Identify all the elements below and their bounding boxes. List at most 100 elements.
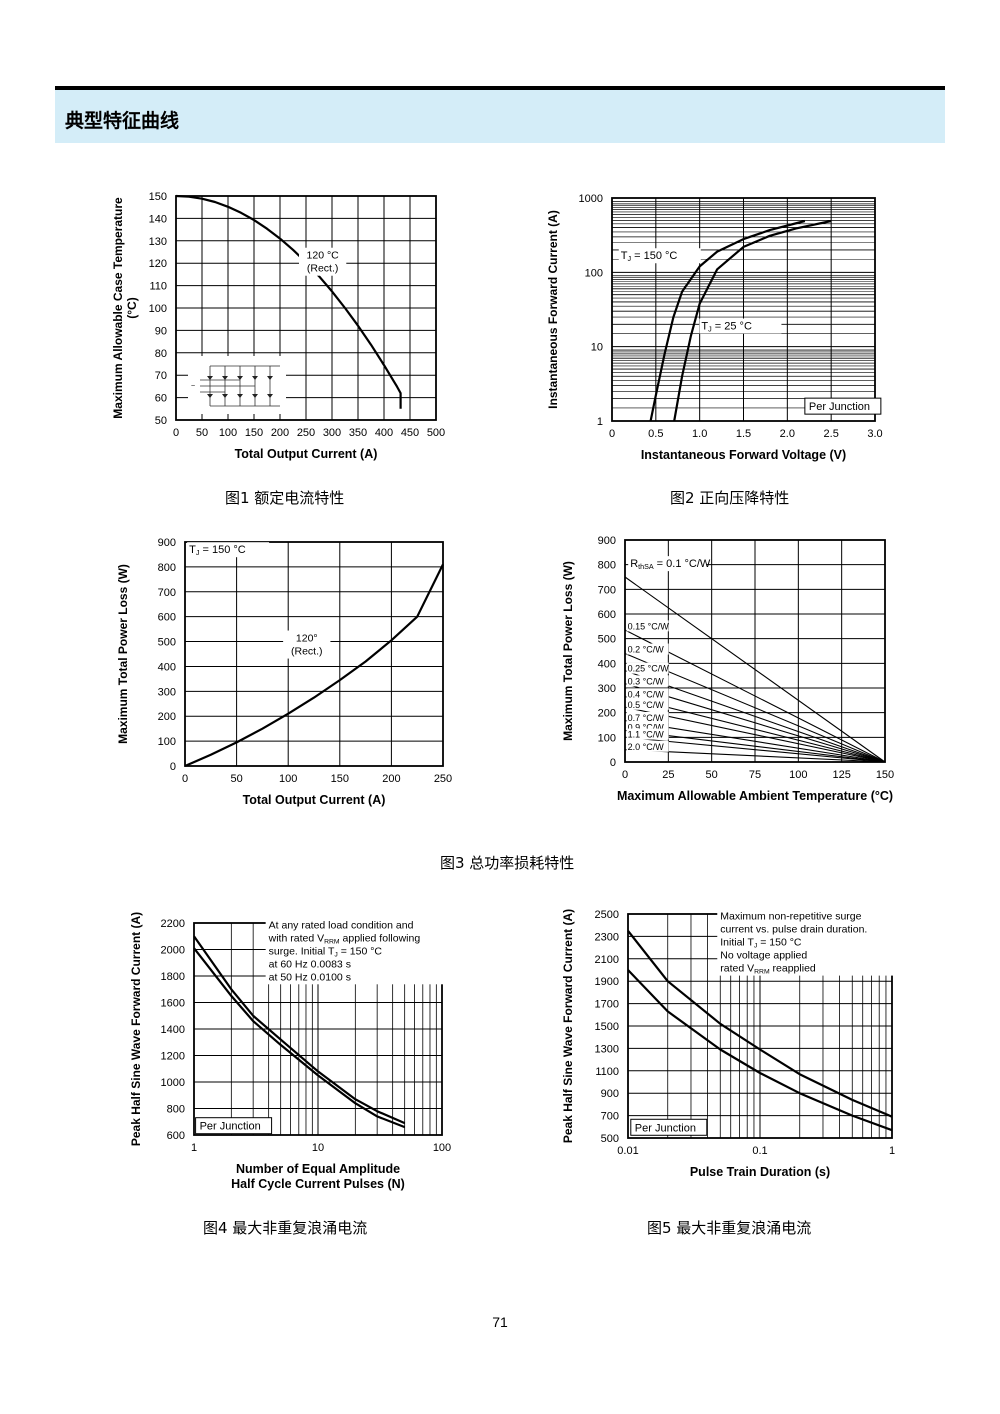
x-tick-label: 400 [375, 427, 393, 439]
x-tick-label: 0 [182, 773, 188, 785]
x-tick-label: 1.0 [692, 428, 707, 440]
series-line-1 [624, 576, 886, 763]
annotation-label: TJ = 150 °C [621, 250, 678, 263]
annotation-bg [717, 908, 918, 976]
y-tick-label: 700 [598, 584, 616, 596]
x-tick-label: 125 [832, 769, 850, 781]
y-tick-label: 100 [598, 732, 616, 744]
section-header: 典型特征曲线 [55, 90, 945, 143]
plot-frame [184, 541, 444, 767]
annotation-line: rated VRRM reapplied [720, 963, 816, 976]
caption-fig4: 图4 最大非重复浪涌电流 [203, 1219, 368, 1237]
x-tick-label: 200 [382, 773, 400, 785]
y-tick-label: 100 [158, 736, 176, 748]
x-tick-label: 500 [427, 427, 445, 439]
x-tick-label: 0.1 [752, 1145, 767, 1157]
y-axis-label: Maximum Total Power Loss (W) [116, 564, 130, 744]
y-tick-label: 800 [167, 1104, 185, 1116]
diode-icon [267, 376, 273, 380]
series-label-bg [626, 721, 669, 733]
annotation-label: RthSA = 0.1 °C/W [630, 558, 711, 571]
caption-fig3: 图3 总功率损耗特性 [440, 854, 575, 872]
y-tick-label: 800 [598, 560, 616, 572]
x-tick-label: 250 [297, 427, 315, 439]
series-label: 0.2 °C/W [628, 645, 665, 655]
annotation-bg [298, 247, 347, 276]
series-line-2 [193, 947, 406, 1129]
x-tick-label: 50 [230, 773, 242, 785]
x-tick-label: 0 [622, 769, 628, 781]
y-tick-label: 1300 [595, 1043, 619, 1055]
caption-fig2: 图2 正向压降特性 [670, 489, 790, 507]
x-tick-label: 50 [196, 427, 208, 439]
y-axis-label: Peak Half Sine Wave Forward Current (A) [129, 912, 143, 1146]
y-tick-label: 80 [155, 348, 167, 360]
series-label: 1.1 °C/W [628, 730, 665, 740]
annotation-label: TJ = 25 °C [701, 321, 752, 334]
y-tick-label: 900 [598, 535, 616, 547]
x-tick-label: 350 [349, 427, 367, 439]
x-axis-label: Half Cycle Current Pulses (N) [231, 1177, 405, 1191]
y-tick-label: 90 [155, 325, 167, 337]
plot-area [611, 197, 876, 422]
x-tick-label: 2.5 [824, 428, 839, 440]
annotation-line: Maximum non-repetitive surge [720, 911, 861, 923]
y-tick-label: 1400 [161, 1024, 185, 1036]
annotation-bg [283, 630, 331, 659]
y-axis-label: (°C) [125, 297, 139, 318]
y-tick-label: 500 [601, 1133, 619, 1145]
series-label: 0.7 °C/W [628, 713, 665, 723]
series-line-1 [184, 563, 444, 768]
series-label-bg [626, 698, 669, 710]
x-tick-label: 100 [433, 1142, 451, 1154]
annotation-line: At any rated load condition and [269, 919, 414, 931]
annotation-line: No voltage applied [720, 950, 807, 962]
y-tick-label: 800 [158, 562, 176, 574]
series-label-bg [626, 620, 669, 632]
section-title: 典型特征曲线 [65, 110, 180, 132]
y-tick-label: 400 [598, 658, 616, 670]
y-tick-label: 50 [155, 415, 167, 427]
y-tick-label: 200 [598, 708, 616, 720]
y-tick-label: 2500 [595, 909, 619, 921]
chart-power-loss-current: 0 50 100 150 200 250 0 100 200 300 400 500 600 700 800… [116, 537, 452, 807]
diode-icon [267, 394, 273, 398]
series-label-bg [626, 662, 669, 674]
annotation-line: with rated VRRM applied following [268, 932, 421, 945]
x-tick-label: 450 [401, 427, 419, 439]
x-tick-label: 100 [789, 769, 807, 781]
annotation-line: Initial TJ = 150 °C [720, 937, 802, 950]
x-tick-label: 1 [191, 1142, 197, 1154]
y-axis-label: Maximum Allowable Case Temperature [111, 197, 125, 419]
y-tick-label: 1900 [595, 976, 619, 988]
series-line-2 [673, 219, 832, 422]
series-line-1 [649, 219, 806, 422]
x-axis-label: Maximum Allowable Ambient Temperature (°… [617, 789, 893, 803]
y-tick-label: 600 [598, 609, 616, 621]
series-label-bg [626, 711, 669, 723]
x-tick-label: 150 [331, 773, 349, 785]
series-line-1 [627, 930, 893, 1118]
y-tick-label: 400 [158, 661, 176, 673]
ac-symbol-icon: ~ [191, 383, 195, 390]
series-label: 2.0 °C/W [628, 742, 665, 752]
annotation-line: at 50 Hz 0.0100 s [269, 971, 351, 983]
y-tick-label: 1 [597, 416, 603, 428]
y-tick-label: 900 [158, 537, 176, 549]
series-label: 0.3 °C/W [628, 676, 665, 686]
y-tick-label: 10 [591, 342, 603, 354]
per-junction-box [195, 1117, 273, 1135]
series-label-bg [626, 688, 669, 700]
per-junction-label: Per Junction [635, 1122, 696, 1134]
x-tick-label: 200 [271, 427, 289, 439]
y-tick-label: 300 [598, 683, 616, 695]
header-rule [55, 86, 945, 90]
y-tick-label: 60 [155, 393, 167, 405]
series-label: 0.9 °C/W [628, 723, 665, 733]
annotation-line: at 60 Hz 0.0083 s [269, 958, 351, 970]
y-tick-label: 1500 [595, 1021, 619, 1033]
annotation-bg [628, 556, 707, 572]
y-tick-label: 600 [158, 612, 176, 624]
y-tick-label: 120 [149, 258, 167, 270]
x-tick-label: 10 [312, 1142, 324, 1154]
